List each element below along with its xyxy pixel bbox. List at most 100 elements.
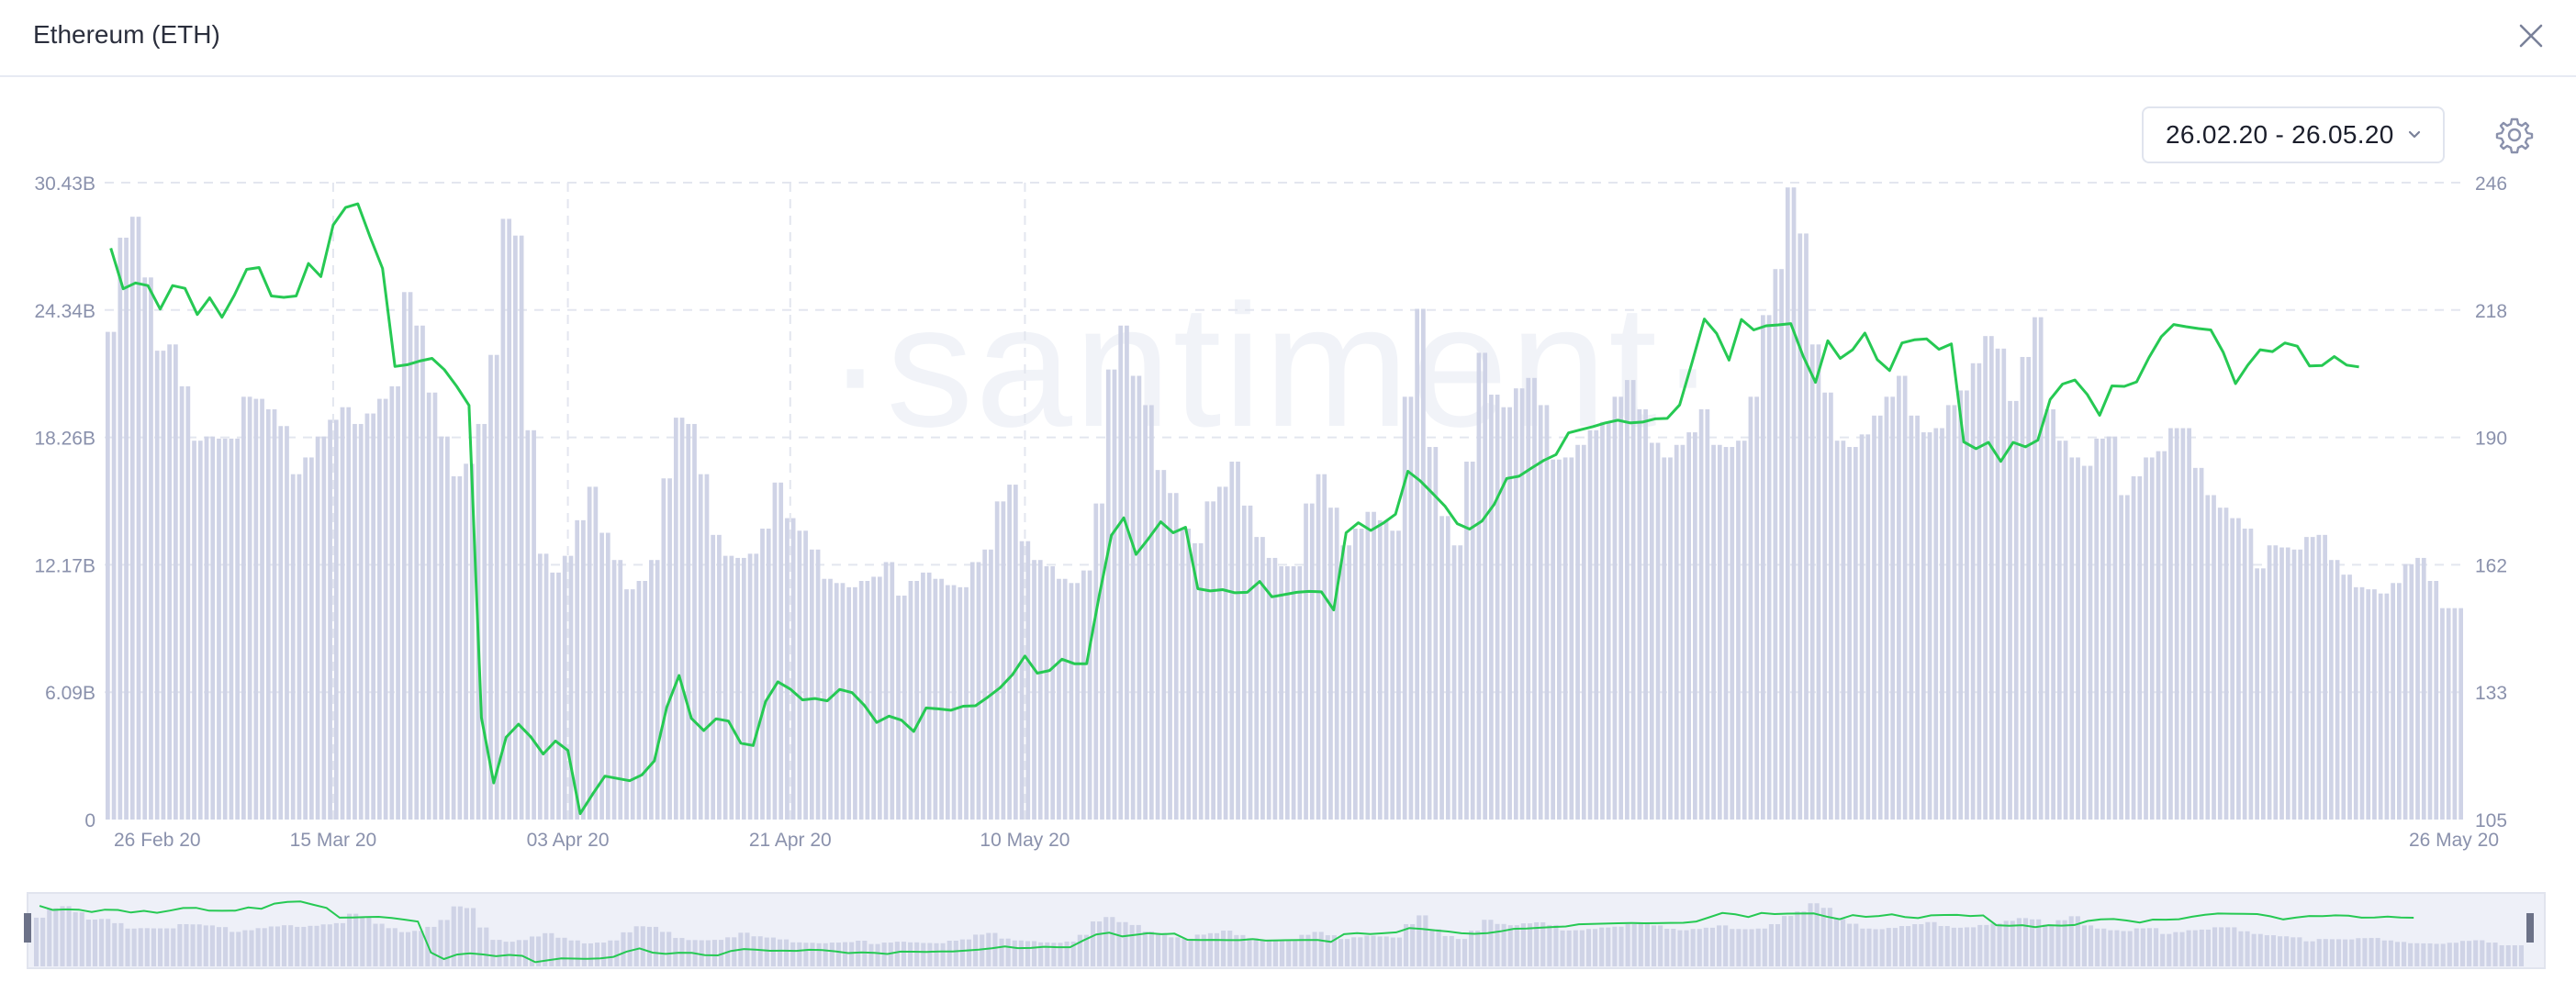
navigator-right-handle[interactable]: [2526, 913, 2534, 943]
navigator-bar: [1736, 929, 1742, 966]
volume-bar: [297, 474, 302, 820]
navigator-bar: [1749, 929, 1754, 966]
navigator-bar: [1612, 926, 1618, 966]
x-axis-tick-label: 10 May 20: [980, 830, 1070, 851]
volume-bar: [1988, 336, 1994, 820]
volume-bar: [118, 237, 123, 820]
navigator-bar: [608, 940, 613, 966]
navigator-bar: [2349, 939, 2355, 966]
navigator-left-handle[interactable]: [24, 913, 31, 943]
volume-bar: [1254, 537, 1260, 820]
navigator-bar: [568, 940, 574, 966]
navigator-bar: [1116, 921, 1122, 966]
navigator-bar: [1599, 927, 1605, 966]
navigator-bar: [1990, 923, 1996, 966]
volume-bar: [272, 408, 277, 820]
navigator-bar: [2486, 943, 2492, 966]
navigator-bar: [777, 939, 783, 966]
volume-bar: [877, 576, 882, 820]
volume-bar: [926, 572, 932, 820]
volume-bar: [1915, 415, 1920, 820]
volume-bar: [673, 418, 678, 820]
volume-bar: [846, 586, 852, 820]
close-button[interactable]: [2514, 18, 2548, 53]
navigator-bar: [1944, 926, 1950, 966]
volume-bar: [1439, 516, 1444, 820]
volume-bar: [1983, 336, 1988, 820]
navigator[interactable]: [0, 890, 2576, 973]
navigator-bar: [2016, 918, 2022, 966]
volume-bar: [543, 553, 549, 820]
volume-bar: [1365, 511, 1371, 820]
volume-bar: [333, 419, 339, 820]
volume-bar: [1945, 405, 1951, 820]
navigator-bar: [1097, 921, 1103, 966]
volume-bar: [1779, 269, 1784, 820]
volume-bar: [1359, 528, 1364, 820]
volume-bar: [285, 426, 289, 820]
navigator-bar: [2362, 938, 2368, 966]
navigator-bar: [2512, 944, 2517, 966]
navigator-bar: [980, 934, 985, 966]
navigator-bar: [1129, 924, 1135, 966]
navigator-bar: [2375, 938, 2380, 966]
volume-bar: [790, 518, 796, 820]
navigator-bar: [999, 938, 1004, 966]
navigator-bar: [268, 926, 274, 966]
main-chart[interactable]: 0 6.09B 12.17B 18.26B 24.34B 30.43B 105 133 162…: [0, 0, 2576, 863]
volume-bar: [1705, 408, 1710, 820]
volume-bar: [1618, 396, 1624, 820]
navigator-bar: [2055, 920, 2061, 966]
volume-bar: [1087, 570, 1092, 820]
volume-bar: [1445, 516, 1450, 820]
navigator-bar: [1136, 924, 1141, 966]
navigator-bar: [621, 932, 626, 966]
settings-button[interactable]: [2495, 116, 2534, 154]
x-axis: 26 Feb 20 15 Mar 20 03 Apr 20 21 Apr 20 10 M…: [114, 830, 2499, 851]
navigator-bar: [2492, 943, 2498, 966]
volume-bar: [661, 478, 666, 820]
navigator-bar: [171, 928, 176, 966]
navigator-bar: [333, 922, 339, 966]
volume-bar: [1562, 457, 1568, 820]
navigator-bar: [106, 919, 111, 966]
navigator-bar: [1631, 923, 1637, 966]
volume-bar: [1630, 380, 1636, 820]
modal-header: Ethereum (ETH): [0, 0, 2576, 77]
watermark: ·santiment·: [826, 269, 1719, 463]
volume-bar: [2137, 475, 2143, 820]
navigator-bar: [1814, 903, 1820, 966]
volume-bar: [222, 438, 228, 820]
navigator-bar: [757, 936, 763, 966]
navigator-bar: [1671, 929, 1676, 966]
navigator-bar: [940, 943, 946, 966]
volume-bar: [982, 549, 988, 820]
navigator-bar: [288, 925, 294, 966]
navigator-bar: [490, 940, 496, 966]
date-range-button[interactable]: 26.02.20 - 26.05.20: [2142, 106, 2445, 163]
volume-bar: [1921, 432, 1926, 820]
volume-bar: [2248, 528, 2254, 820]
volume-bar: [2267, 545, 2272, 820]
volume-bar: [265, 408, 271, 820]
volume-bar: [2020, 356, 2025, 820]
navigator-bar: [1938, 926, 1943, 966]
navigator-bar: [1449, 935, 1454, 966]
volume-bar: [1100, 503, 1104, 820]
navigator-bar: [1051, 943, 1057, 966]
volume-bar: [1285, 566, 1290, 820]
volume-bar: [2033, 317, 2037, 820]
volume-bar: [2056, 441, 2062, 820]
volume-bar: [1742, 441, 1747, 820]
volume-bar: [939, 578, 944, 820]
right-axis-tick-label: 133: [2475, 683, 2507, 704]
volume-bar: [2131, 475, 2136, 820]
volume-bar: [1847, 447, 1852, 820]
navigator-bar: [1312, 932, 1317, 966]
navigator-bar: [1820, 908, 1826, 966]
navigator-bar: [627, 932, 633, 966]
volume-bar: [2409, 563, 2414, 820]
volume-bar: [2156, 451, 2161, 820]
volume-bar: [2236, 518, 2241, 820]
left-axis-tick-label: 30.43B: [34, 173, 95, 195]
